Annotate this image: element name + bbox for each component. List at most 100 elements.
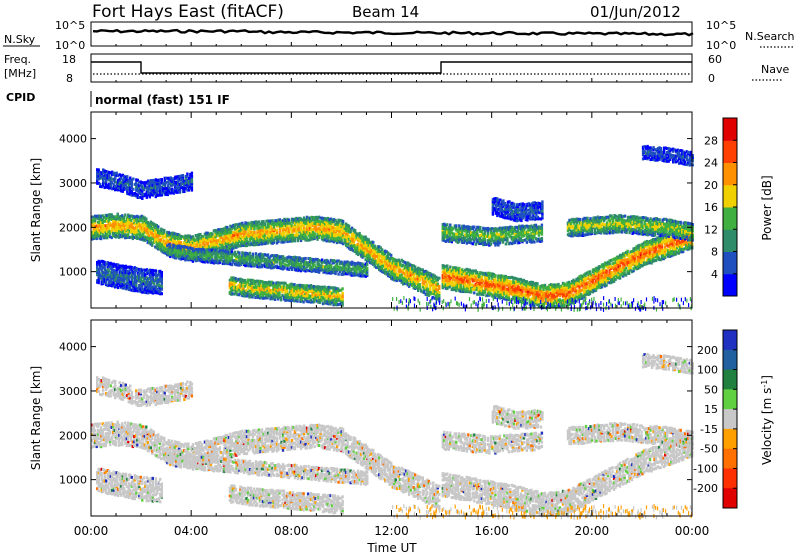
power-cell: [376, 264, 379, 268]
power-cell: [602, 279, 605, 283]
power-cell: [555, 283, 559, 287]
power-cell: [293, 289, 296, 293]
power-cell: [412, 264, 415, 268]
power-cell: [513, 291, 517, 295]
power-cell: [474, 278, 477, 282]
power-cell: [483, 275, 487, 279]
power-cell: [184, 243, 187, 247]
power-cell: [492, 273, 496, 276]
power-cell: [95, 216, 98, 220]
power-cell: [455, 280, 458, 284]
power-cell: [271, 219, 274, 223]
power-cell: [92, 219, 95, 223]
power-cell: [304, 260, 307, 264]
power-cell: [235, 256, 238, 260]
power-cell: [557, 282, 560, 286]
power-cell: [489, 284, 493, 288]
power-cell: [191, 235, 195, 239]
power-cell: [363, 241, 366, 245]
power-cell: [209, 231, 213, 235]
power-cell: [200, 236, 204, 240]
power-cell: [536, 286, 539, 290]
power-cell: [340, 219, 343, 223]
power-cell: [486, 286, 490, 290]
power-cell: [575, 289, 578, 293]
power-cell: [455, 274, 458, 278]
power-cell: [334, 264, 337, 268]
power-cell: [355, 262, 358, 266]
power-cell: [473, 279, 476, 283]
power-cell: [369, 241, 372, 245]
power-cell: [403, 276, 406, 280]
power-cell: [390, 271, 393, 275]
power-cell: [214, 230, 217, 234]
power-cell: [418, 269, 421, 273]
power-cell: [266, 281, 269, 285]
power-cell: [140, 217, 143, 221]
power-cell: [524, 280, 527, 283]
power-cell: [214, 237, 217, 241]
power-cell: [618, 256, 622, 260]
power-cell: [202, 252, 205, 256]
power-cell: [304, 230, 307, 234]
power-cell: [322, 218, 325, 222]
power-cell: [429, 276, 432, 280]
power-cell: [160, 237, 163, 241]
power-cell: [148, 237, 151, 241]
power-cell: [113, 235, 116, 238]
power-cell: [621, 252, 625, 256]
power-cell: [110, 225, 113, 229]
power-cell: [236, 233, 240, 237]
power-cell: [278, 221, 282, 225]
power-cell: [350, 238, 354, 242]
power-cell: [504, 279, 508, 283]
power-cell: [458, 285, 461, 289]
power-cell: [346, 233, 349, 236]
power-cell: [259, 232, 262, 236]
power-cell: [318, 285, 322, 289]
power-cell: [233, 227, 237, 231]
power-cell: [119, 221, 122, 225]
power-cell: [157, 241, 160, 245]
power-cell: [265, 230, 268, 234]
power-cell: [433, 280, 436, 284]
power-cell: [573, 285, 577, 289]
power-cell: [155, 244, 158, 248]
power-cell: [600, 269, 604, 273]
power-cell: [396, 259, 399, 263]
power-cell: [248, 289, 251, 293]
power-cell: [476, 283, 479, 287]
power-cell: [279, 288, 283, 292]
power-cell: [215, 229, 219, 233]
power-cell: [245, 282, 248, 286]
power-cell: [421, 283, 424, 287]
power-cell: [203, 250, 207, 254]
power-cell: [299, 285, 302, 289]
power-cell: [584, 272, 587, 276]
power-cell: [317, 287, 320, 291]
power-cell: [142, 224, 145, 228]
power-cell: [438, 297, 441, 301]
power-cell: [322, 232, 325, 236]
power-cell: [332, 220, 336, 223]
power-cell: [272, 240, 276, 244]
power-cell: [593, 270, 596, 274]
power-cell: [606, 262, 610, 266]
power-cell: [635, 267, 638, 271]
power-cell: [504, 291, 508, 295]
power-cell: [379, 250, 382, 254]
power-cell: [293, 268, 297, 272]
power-cell: [295, 256, 298, 260]
power-cell: [546, 299, 550, 303]
power-cell: [494, 274, 497, 278]
power-cell: [235, 253, 238, 257]
power-cell: [94, 217, 97, 221]
power-cell: [202, 260, 205, 264]
power-cell: [130, 222, 133, 226]
power-cell: [287, 230, 291, 234]
power-cell: [468, 274, 471, 278]
power-cell: [258, 284, 262, 288]
power-cell: [436, 276, 439, 280]
power-cell: [352, 241, 355, 245]
power-cell: [467, 280, 470, 284]
